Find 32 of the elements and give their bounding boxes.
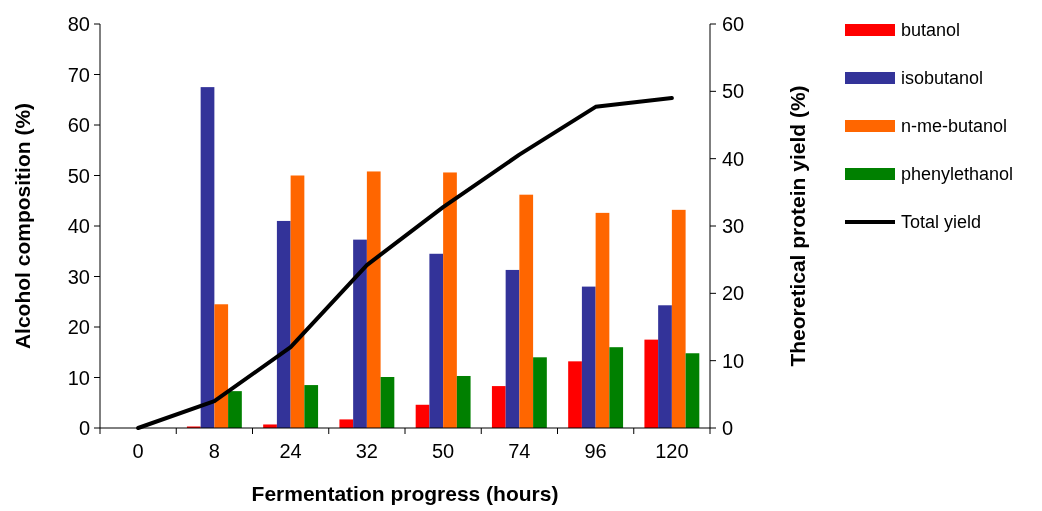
x-tick-label: 8 [208, 440, 220, 462]
x-axis-title: Fermentation progress (hours) [251, 482, 559, 505]
y-tick-label: 60 [67, 114, 90, 136]
y2-tick-label: 20 [722, 282, 745, 305]
y-tick-label: 10 [67, 366, 90, 389]
x-tick-label: 32 [355, 440, 378, 462]
y-axis-title: Alcohol composition (%) [11, 102, 34, 350]
y-tick-label: 80 [67, 13, 90, 35]
y2-tick-label: 0 [722, 417, 734, 439]
x-tick-label: 0 [132, 440, 144, 462]
legend-label: n-me-butanol [901, 116, 1008, 137]
y2-tick-label: 60 [722, 13, 745, 35]
x-tick-label: 120 [655, 440, 689, 462]
y-tick-label: 0 [78, 417, 90, 439]
legend-label: isobutanol [901, 68, 984, 89]
y2-tick-label: 10 [722, 349, 745, 372]
y-tick-label: 20 [67, 316, 90, 338]
y-tick-label: 50 [67, 164, 90, 187]
y-tick-label: 70 [67, 63, 90, 86]
legend-label: phenylethanol [901, 164, 1014, 185]
y2-axis-title: Theoretical protein yield (%) [786, 85, 809, 367]
y2-tick-label: 50 [722, 80, 745, 103]
y2-tick-label: 40 [722, 147, 745, 170]
legend-label: Total yield [901, 212, 982, 233]
y2-tick-label: 30 [722, 215, 745, 237]
x-tick-label: 24 [279, 440, 302, 462]
legend-label: butanol [901, 20, 961, 41]
y-tick-label: 40 [67, 215, 90, 237]
x-tick-label: 74 [508, 440, 531, 462]
y-tick-label: 30 [67, 265, 90, 288]
x-tick-label: 96 [584, 440, 607, 462]
x-tick-label: 50 [432, 440, 455, 462]
